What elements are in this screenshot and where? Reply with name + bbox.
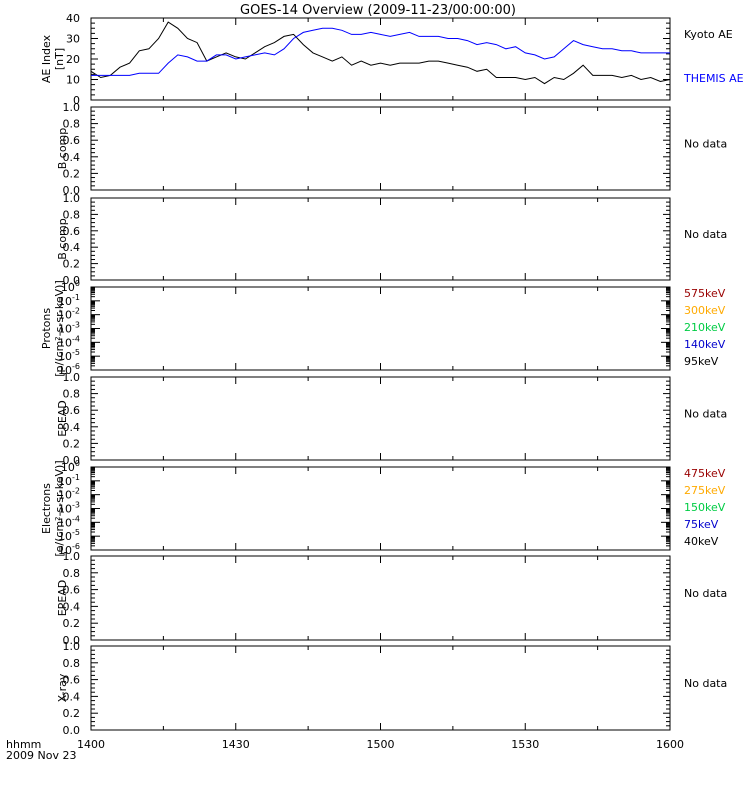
time-tick-label: 1430 — [222, 738, 250, 751]
legend-label: 75keV — [684, 518, 719, 531]
y-tick-label: 0.2 — [63, 617, 81, 630]
y-axis-title: [p/(cm²-s-sr-keV)] — [53, 280, 66, 377]
no-data-label: No data — [684, 677, 727, 690]
panel-frame — [91, 287, 670, 370]
legend-label: 300keV — [684, 304, 726, 317]
y-axis-title: [e/(cm²-s-sr-keV)] — [53, 460, 66, 556]
y-tick-label: 0.2 — [63, 707, 81, 720]
y-tick-label: 1.0 — [63, 640, 81, 653]
y-axis-title: Protons — [40, 308, 53, 349]
legend-label: 475keV — [684, 467, 726, 480]
panel-7: 0.0 0.2 0.4 0.6 0.8 1.0 EPEAD No data — [56, 550, 727, 647]
panel-frame — [91, 107, 670, 190]
y-tick-label: 0.8 — [63, 657, 81, 670]
y-tick-label: 0.8 — [63, 388, 81, 401]
panels: 010203040AE Index [nT]Kyoto AETHEMIS AE0.… — [40, 12, 744, 737]
no-data-label: No data — [684, 408, 727, 421]
time-tick-label: 1530 — [511, 738, 539, 751]
panel-frame — [91, 467, 670, 550]
series-line-1 — [91, 22, 670, 84]
legend-label: 575keV — [684, 287, 726, 300]
y-axis-title: EPEAD — [56, 580, 69, 617]
y-axis-title: B comp — [56, 128, 69, 170]
panel-frame — [91, 198, 670, 280]
time-axis: hhmm 2009 Nov 23 1400 1430 1500 1530 1600 — [6, 738, 684, 762]
series-line-2 — [91, 28, 670, 75]
y-tick-label: 20 — [66, 53, 80, 66]
y-axis-title: [nT] — [53, 48, 66, 70]
y-tick-label: 30 — [66, 33, 80, 46]
panel-frame — [91, 18, 670, 100]
no-data-label: No data — [684, 138, 727, 151]
panel-1: 0 10 20 30 40 AE Index [nT] Kyoto AE THEMIS AE — [40, 12, 744, 107]
legend-label: 95keV — [684, 355, 719, 368]
y-axis-title: Electrons — [40, 483, 53, 534]
y-axis-title: B comp — [56, 218, 69, 260]
panel-frame — [91, 556, 670, 640]
time-tick-label: 1400 — [77, 738, 105, 751]
legend-label: Kyoto AE — [684, 28, 733, 41]
y-tick-label: 1.0 — [63, 101, 81, 114]
y-tick-label: 10 — [66, 74, 80, 87]
time-tick-label: 1600 — [656, 738, 684, 751]
panel-3: 0.0 0.2 0.4 0.6 0.8 1.0 B comp No data — [56, 192, 727, 287]
panel-frame — [91, 377, 670, 460]
legend-label: THEMIS AE — [683, 72, 744, 85]
y-tick-label: 0.8 — [63, 567, 81, 580]
y-tick-label: 0.2 — [63, 437, 81, 450]
legend-label: 140keV — [684, 338, 726, 351]
y-axis-title: X-ray — [56, 673, 69, 702]
legend-label: 40keV — [684, 535, 719, 548]
panel-8: 0.0 0.2 0.4 0.6 0.8 1.0 X-ray No data — [56, 640, 727, 737]
y-tick-label: 1.0 — [63, 550, 81, 563]
no-data-label: No data — [684, 587, 727, 600]
y-tick-label: 1.0 — [63, 371, 81, 384]
y-tick-label: 1.0 — [63, 192, 81, 205]
panel-2: 0.0 0.2 0.4 0.6 0.8 1.0 B comp No data — [56, 101, 727, 197]
y-tick-label: 40 — [66, 12, 80, 25]
y-axis-title: AE Index — [40, 34, 53, 83]
figure-title: GOES-14 Overview (2009-11-23/00:00:00) — [240, 3, 516, 18]
panel-frame — [91, 646, 670, 730]
legend-label: 275keV — [684, 484, 726, 497]
y-axis-title: EPEAD — [56, 400, 69, 437]
no-data-label: No data — [684, 228, 727, 241]
panel-5: 0.0 0.2 0.4 0.6 0.8 1.0 EPEAD No data — [56, 371, 727, 467]
time-axis-date-label: 2009 Nov 23 — [6, 749, 76, 762]
legend-label: 150keV — [684, 501, 726, 514]
legend-label: 210keV — [684, 321, 726, 334]
y-tick-label: 0.0 — [63, 724, 81, 737]
time-tick-label: 1500 — [367, 738, 395, 751]
